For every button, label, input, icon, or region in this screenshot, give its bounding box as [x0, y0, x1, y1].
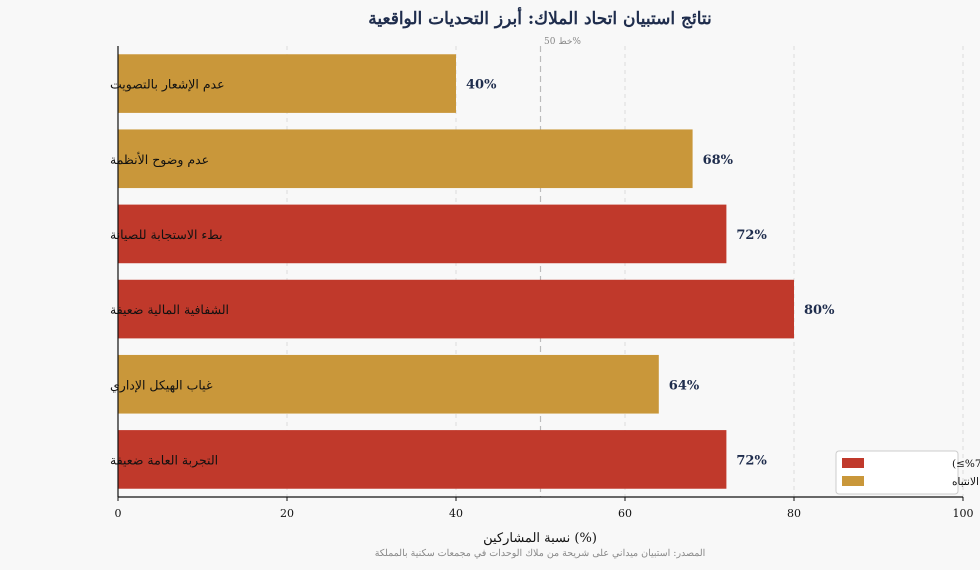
bar: [118, 354, 659, 414]
gridlines: [286, 46, 964, 497]
data-labels: 40% 68% 72% 80% 64% 72%: [466, 78, 835, 469]
category-label: غياب الهيكل الإداري: [110, 377, 213, 393]
legend-label: نسبة حرجة (70%≥): [952, 458, 980, 470]
axes: [117, 46, 963, 498]
bar: [118, 204, 727, 264]
source-note: المصدر: استبيان ميداني على شريحة من ملاك…: [375, 548, 706, 559]
x-tick-label: 40: [449, 507, 463, 520]
data-label: 72%: [736, 453, 767, 468]
legend: نسبة حرجة (70%≥) نسبة تستدعي الانتباه: [835, 450, 980, 495]
category-label: بطء الاستجابة للصيانة: [110, 227, 223, 242]
reference-line-group: خط 50%: [539, 37, 581, 497]
legend-label: نسبة تستدعي الانتباه: [952, 476, 980, 488]
x-tick-label: 100: [953, 507, 974, 520]
reference-line-label: خط 50%: [544, 37, 581, 47]
x-tick-label: 0: [115, 507, 122, 520]
x-axis-label: نسبة المشاركين (%): [483, 531, 597, 546]
data-label: 68%: [703, 153, 734, 168]
category-label: الشفافية المالية ضعيفة: [110, 302, 229, 317]
data-label: 72%: [736, 228, 767, 243]
bar: [118, 279, 794, 339]
bars: [118, 54, 794, 489]
legend-swatch: [842, 476, 864, 486]
bar: [118, 430, 727, 489]
category-label: عدم وضوح الأنظمة: [110, 151, 209, 168]
chart-title: نتائج استبيان اتحاد الملاك: أبرز التحديا…: [368, 6, 712, 29]
data-label: 80%: [804, 303, 835, 318]
category-label: التجربة العامة ضعيفة: [110, 452, 218, 468]
category-labels: عدم الإشعار بالتصويت عدم وضوح الأنظمة بطء …: [110, 77, 229, 469]
data-label: 64%: [669, 378, 700, 393]
x-tick-label: 20: [280, 507, 294, 520]
x-ticks: 0 20 40 60 80 100: [115, 497, 974, 520]
legend-box: [835, 450, 959, 495]
legend-swatch: [842, 458, 864, 468]
category-label: عدم الإشعار بالتصويت: [110, 77, 225, 93]
x-tick-label: 80: [787, 507, 801, 520]
bar: [118, 129, 693, 189]
bar: [118, 54, 456, 113]
data-label: 40%: [466, 78, 497, 93]
x-tick-label: 60: [618, 507, 632, 520]
